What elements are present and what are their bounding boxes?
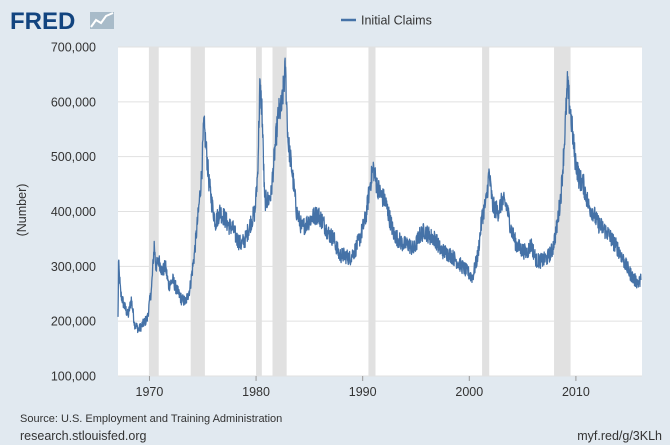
y-axis-ticks: 100,000 200,000 300,000 400,000 500,000 600,0… <box>51 41 96 384</box>
y-tick-label: 700,000 <box>51 41 96 55</box>
x-tick-label: 2010 <box>562 385 590 399</box>
y-tick-label: 100,000 <box>51 370 96 384</box>
series-line-initial-claims <box>117 57 642 334</box>
x-tick-label: 2000 <box>455 385 483 399</box>
x-tick-label: 1980 <box>242 385 270 399</box>
fred-logo[interactable]: FRED <box>10 8 114 35</box>
y-axis-title: (Number) <box>15 184 29 237</box>
y-tick-label: 200,000 <box>51 315 96 329</box>
fred-logo-text: FRED <box>10 8 75 35</box>
y-tick-label: 400,000 <box>51 205 96 219</box>
x-tick-label: 1990 <box>349 385 377 399</box>
gridlines <box>118 46 642 377</box>
legend-label: Initial Claims <box>361 14 432 28</box>
legend: Initial Claims <box>341 14 432 28</box>
short-link[interactable]: myf.red/g/3KLh <box>577 429 662 443</box>
x-tick-label: 1970 <box>136 385 164 399</box>
site-link[interactable]: research.stlouisfed.org <box>20 429 147 443</box>
y-tick-label: 600,000 <box>51 95 96 109</box>
y-tick-label: 500,000 <box>51 150 96 164</box>
source-note: Source: U.S. Employment and Training Adm… <box>20 413 282 425</box>
line-chart-icon <box>90 12 114 29</box>
x-axis-ticks: 1970 1980 1990 2000 2010 <box>136 376 590 399</box>
y-tick-label: 300,000 <box>51 260 96 274</box>
